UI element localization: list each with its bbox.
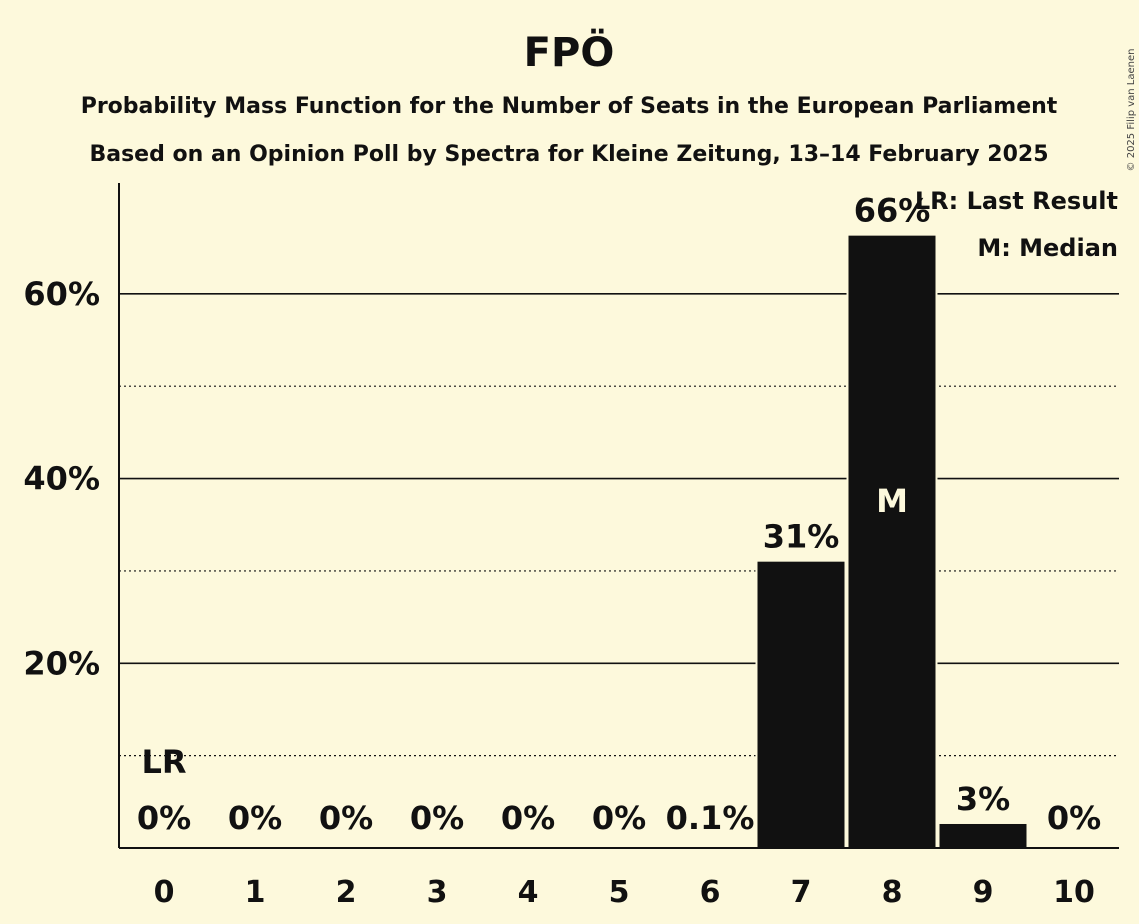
x-tick-label: 4 — [518, 875, 539, 910]
y-tick-label: 40% — [23, 460, 100, 498]
bar-value-label: 0% — [137, 799, 191, 837]
chart-title: FPÖ — [524, 28, 615, 76]
markers: LR M — [141, 482, 907, 781]
y-tick-label: 60% — [23, 275, 100, 313]
y-axis-labels: 20% 40% 60% — [23, 275, 100, 682]
bar — [848, 235, 936, 849]
copyright-note: © 2025 Filip van Laenen — [1126, 49, 1137, 172]
x-tick-label: 2 — [336, 875, 357, 910]
bar-value-label: 0% — [501, 799, 555, 837]
bar-value-label: 0% — [228, 799, 282, 837]
last-result-marker: LR — [141, 743, 186, 781]
bar-value-label: 0.1% — [666, 799, 755, 837]
x-tick-label: 6 — [700, 875, 721, 910]
bar-value-label: 0% — [319, 799, 373, 837]
bar-value-label: 0% — [1047, 799, 1101, 837]
chart-subtitle-line-1: Probability Mass Function for the Number… — [81, 94, 1058, 119]
bars — [755, 233, 1029, 849]
bar-value-label: 0% — [592, 799, 646, 837]
legend-median: M: Median — [977, 234, 1118, 262]
bar-value-label: 66% — [854, 192, 931, 230]
x-tick-label: 5 — [609, 875, 630, 910]
x-axis-labels: 0 1 2 3 4 5 6 7 8 9 10 — [154, 875, 1095, 910]
bar-value-label: 3% — [956, 780, 1010, 818]
bar-value-label: 0% — [410, 799, 464, 837]
bar-labels: 0% 0% 0% 0% 0% 0% 0.1% 31% 66% 3% 0% — [137, 192, 1101, 837]
chart-subtitle-line-2: Based on an Opinion Poll by Spectra for … — [89, 142, 1048, 167]
x-tick-label: 0 — [154, 875, 175, 910]
bar — [757, 561, 845, 848]
bar — [939, 823, 1027, 848]
median-marker: M — [876, 482, 908, 520]
bar-value-label: 31% — [763, 518, 840, 556]
x-tick-label: 10 — [1053, 875, 1095, 910]
x-tick-label: 9 — [973, 875, 994, 910]
x-tick-label: 7 — [791, 875, 812, 910]
legend-last-result: LR: Last Result — [915, 187, 1118, 215]
x-tick-label: 3 — [427, 875, 448, 910]
x-tick-label: 1 — [245, 875, 266, 910]
gridlines — [119, 293, 1119, 757]
x-tick-label: 8 — [882, 875, 903, 910]
y-tick-label: 20% — [23, 644, 100, 682]
